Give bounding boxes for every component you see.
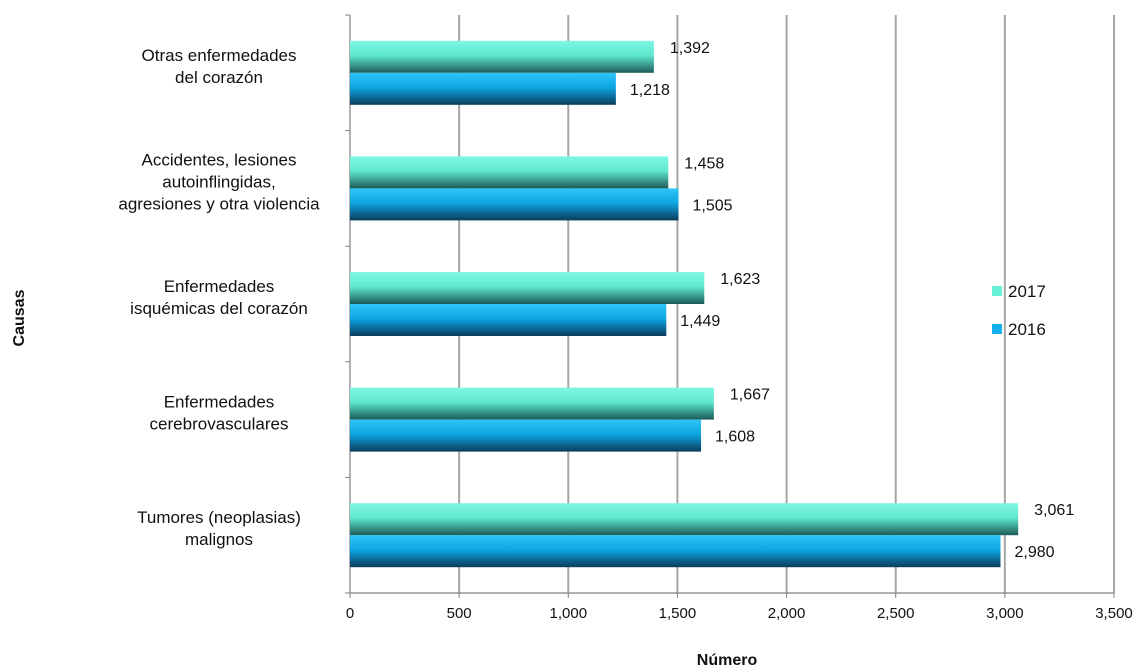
bar-2016 [350, 72, 616, 105]
x-tick-label: 3,000 [986, 605, 1024, 622]
y-axis-title: Causas [11, 289, 28, 346]
bar-2017 [350, 156, 669, 189]
data-label-2017: 1,458 [684, 155, 724, 172]
data-label-2017: 1,667 [730, 387, 770, 404]
bar-2017 [350, 387, 714, 420]
category-label: Tumores (neoplasias) [137, 508, 301, 527]
x-tick-labels: 0 500 1,000 1,500 2,000 2,500 3,000 3,500 [346, 605, 1133, 622]
data-label-2017: 1,623 [720, 271, 760, 288]
category-label: autoinflingidas, [162, 172, 275, 191]
category-labels: Otras enfermedades del corazón Accidentes,… [118, 46, 320, 549]
x-tick-label: 1,500 [659, 605, 697, 622]
data-label-2017: 3,061 [1034, 502, 1074, 519]
bar-2017 [350, 272, 705, 304]
data-label-2016: 1,218 [630, 82, 670, 99]
data-label-2016: 1,505 [693, 197, 733, 214]
bar-2016 [350, 304, 667, 336]
category-label: del corazón [175, 68, 263, 87]
data-label-2016: 2,980 [1014, 544, 1054, 561]
x-axis-title: Número [697, 652, 758, 667]
data-labels: 1,392 1,218 1,458 1,505 1,623 1,449 1,667 1,608… [630, 40, 1074, 561]
x-tick-label: 0 [346, 605, 354, 622]
legend-label-2016: 2016 [1008, 320, 1046, 339]
legend-swatch-2017 [992, 286, 1002, 296]
x-tick-label: 3,500 [1095, 605, 1133, 622]
legend-label-2017: 2017 [1008, 282, 1046, 301]
bar-2016 [350, 419, 702, 452]
category-label: Enfermedades [164, 393, 275, 412]
bar-2017 [350, 503, 1019, 536]
category-label: malignos [185, 530, 253, 549]
bars [350, 40, 1019, 568]
category-label: isquémicas del corazón [130, 299, 308, 318]
legend-swatch-2016 [992, 324, 1002, 334]
bar-2016 [350, 535, 1001, 568]
x-tick-label: 2,500 [877, 605, 915, 622]
category-label: agresiones y otra violencia [118, 194, 320, 213]
x-tick-label: 500 [447, 605, 472, 622]
category-label: Enfermedades [164, 277, 275, 296]
data-label-2017: 1,392 [670, 40, 710, 57]
bar-2017 [350, 40, 654, 73]
data-label-2016: 1,608 [715, 429, 755, 446]
category-label: Otras enfermedades [142, 46, 297, 65]
data-label-2016: 1,449 [680, 313, 720, 330]
legend: 2017 2016 [992, 282, 1046, 339]
bar-2016 [350, 188, 679, 221]
x-tick-label: 1,000 [550, 605, 588, 622]
x-tick-label: 2,000 [768, 605, 806, 622]
category-label: cerebrovasculares [150, 415, 289, 434]
category-label: Accidentes, lesiones [142, 150, 297, 169]
